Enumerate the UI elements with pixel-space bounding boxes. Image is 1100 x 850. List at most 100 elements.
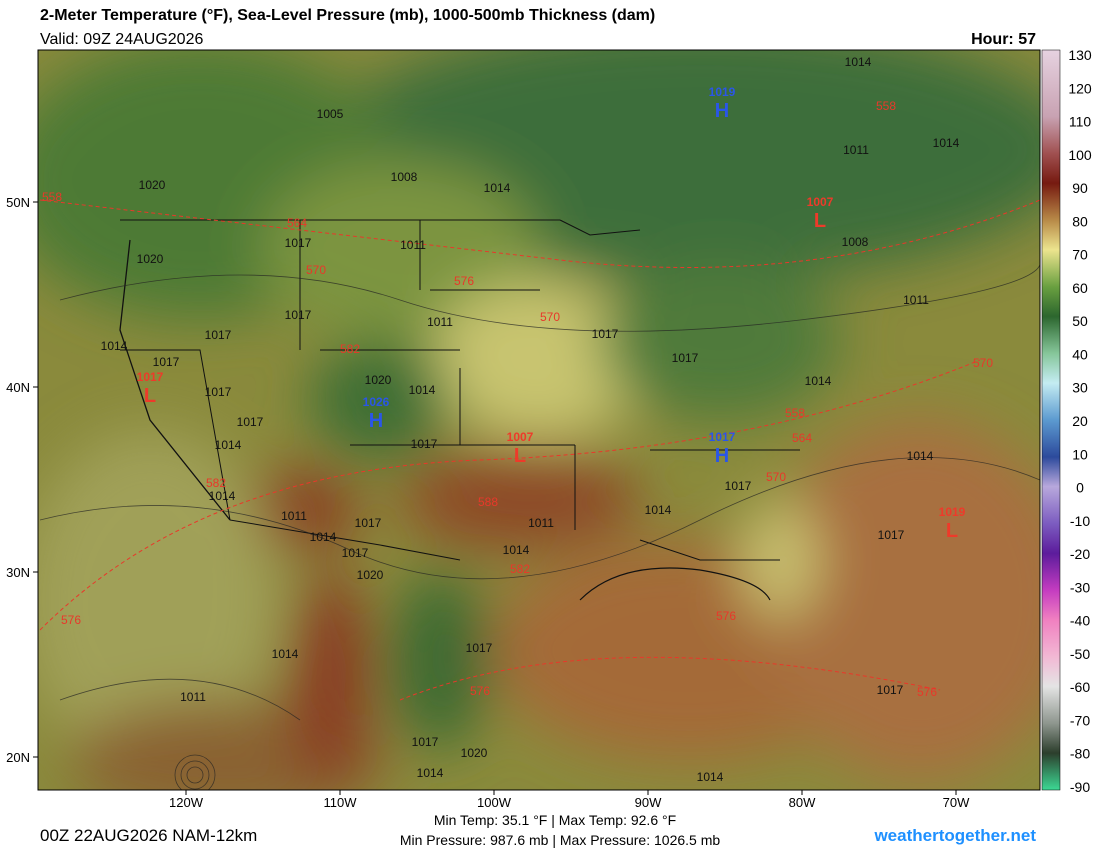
isobar-label: 1017 [237,415,264,429]
forecast-hour: Hour: 57 [971,31,1036,48]
map-frame [37,49,1041,791]
pressure-symbol: H [369,410,383,432]
thickness-label: 570 [306,263,326,277]
isobar-label: 1017 [205,385,232,399]
isobar-label: 1014 [484,181,511,195]
colorbar-label: 60 [1072,280,1088,296]
thickness-label: 588 [478,495,498,509]
thickness-label: 570 [766,470,786,484]
colorbar-label: 120 [1068,80,1092,96]
isobar-label: 1017 [355,516,382,530]
colorbar-label: 0 [1076,480,1084,496]
isobar-label: 1017 [878,528,905,542]
thickness-label: 558 [876,99,896,113]
pressure-symbol: L [946,520,958,542]
colorbar-label: 70 [1072,247,1088,263]
colorbar-label: 10 [1072,446,1088,462]
pressure-value: 1019 [939,505,966,519]
colorbar-label: 50 [1072,313,1088,329]
colorbar [1041,49,1061,791]
thickness-label: 564 [287,216,307,230]
pressure-value: 1019 [709,85,736,99]
isobar-label: 1017 [672,351,699,365]
colorbar-label: 30 [1072,380,1088,396]
colorbar-label: 20 [1072,413,1088,429]
isobar-label: 1014 [933,136,960,150]
lat-label: 20N [6,750,30,765]
pressure-symbol: H [715,445,729,467]
isobar-label: 1020 [365,373,392,387]
pressure-symbol: L [144,385,156,407]
colorbar-label: 110 [1069,114,1092,130]
isobar-label: 1017 [877,683,904,697]
pressure-stats: Min Pressure: 987.6 mb | Max Pressure: 1… [400,832,721,848]
valid-time: Valid: 09Z 24AUG2026 [40,31,203,48]
pressure-symbol: L [514,445,526,467]
colorbar-label: -90 [1070,779,1090,795]
isobar-label: 1020 [357,568,384,582]
isobar-label: 1005 [317,107,344,121]
isobar-label: 1017 [342,546,369,560]
lon-label: 100W [477,795,512,810]
isobar-label: 1020 [137,252,164,266]
isobar-label: 1014 [503,543,530,557]
pressure-symbol: H [715,100,729,122]
thickness-label: 564 [792,431,812,445]
isobar-label: 1017 [592,327,619,341]
isobar-label: 1017 [285,236,312,250]
isobar-label: 1014 [805,374,832,388]
lon-label: 110W [324,795,358,810]
isobar-label: 1011 [400,238,426,252]
thickness-label: 570 [973,356,993,370]
pressure-value: 1007 [507,430,534,444]
lon-label: 80W [789,795,816,810]
thickness-label: 558 [785,406,805,420]
model-run: 00Z 22AUG2026 NAM-12km [40,826,257,845]
isobar-label: 1020 [461,746,488,760]
isobar-label: 1011 [843,143,869,157]
pressure-value: 1017 [137,370,164,384]
isobar-label: 1014 [409,383,436,397]
lat-label: 50N [6,195,30,210]
isobar-label: 1017 [205,328,232,342]
isobar-label: 1008 [842,235,869,249]
isobar-label: 1011 [180,690,206,704]
isobar-label: 1014 [907,449,934,463]
isobar-label: 1014 [645,503,672,517]
thickness-label: 558 [42,190,62,204]
temperature-field [38,50,1040,790]
lon-label: 90W [635,795,662,810]
isobar-label: 1020 [139,178,166,192]
thickness-label: 576 [470,684,490,698]
isobar-label: 1008 [391,170,418,184]
lon-label: 70W [943,795,970,810]
thickness-label: 582 [340,342,360,356]
thickness-label: 582 [510,562,530,576]
lon-label: 120W [169,795,204,810]
thickness-label: 576 [917,685,937,699]
map-title: 2-Meter Temperature (°F), Sea-Level Pres… [40,7,655,24]
colorbar-label: 80 [1072,213,1088,229]
isobar-label: 1011 [281,509,307,523]
thickness-label: 570 [540,310,560,324]
temp-stats: Min Temp: 35.1 °F | Max Temp: 92.6 °F [434,812,676,828]
lat-label: 40N [6,380,30,395]
map-area: 1019H1007L1026H1017L1007L1017H1019L10141… [38,50,1040,790]
colorbar-label: 90 [1072,180,1088,196]
colorbar-label: -10 [1070,513,1090,529]
isobar-label: 1014 [417,766,444,780]
isobar-label: 1017 [412,735,439,749]
thickness-label: 576 [61,613,81,627]
colorbar-label: -20 [1070,546,1090,562]
borders [119,219,800,601]
colorbar-label: 100 [1068,147,1092,163]
isobar-label: 1017 [411,437,438,451]
isobar-label: 1014 [101,339,128,353]
colorbar-label: -60 [1070,679,1090,695]
colorbar-label: -30 [1070,579,1090,595]
lat-label: 30N [6,565,30,580]
isobars [39,260,1040,790]
isobar-label: 1017 [725,479,752,493]
